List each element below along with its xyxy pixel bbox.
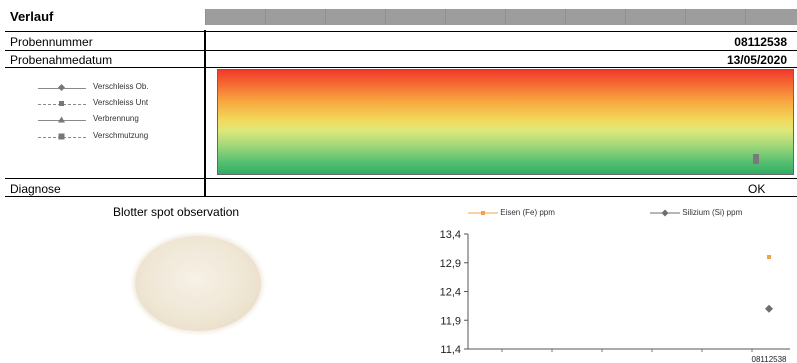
- legend-label: Verbrennung: [93, 114, 139, 123]
- square-marker-icon: [58, 133, 65, 140]
- fe-data-point: [767, 255, 771, 259]
- legend-verbrennung: Verbrennung: [38, 114, 208, 126]
- blotter-title: Blotter spot observation: [113, 205, 240, 219]
- column-divider: [204, 30, 206, 196]
- probenahmedatum-value: 13/05/2020: [726, 53, 787, 67]
- legend-label: Verschleiss Ob.: [93, 82, 149, 91]
- condition-gauge: [217, 69, 794, 175]
- legend-label: Verschleiss Unt: [93, 98, 149, 107]
- blotter-spot-image: [135, 236, 261, 331]
- y-tick-label: 11,9: [440, 315, 461, 327]
- probennummer-label: Probennummer: [10, 35, 93, 49]
- row-divider: [5, 50, 797, 51]
- square-marker-icon: [59, 101, 64, 106]
- verlauf-title: Verlauf: [10, 9, 54, 24]
- legend-verschleiss-unt: Verschleiss Unt: [38, 98, 208, 110]
- y-tick-label: 12,4: [440, 287, 461, 299]
- legend-label-si: Silizium (Si) ppm: [682, 208, 743, 217]
- probenahmedatum-label: Probenahmedatum: [10, 53, 113, 67]
- y-tick-label: 11,4: [440, 344, 461, 356]
- row-divider: [5, 196, 797, 197]
- si-marker-icon: [650, 209, 680, 217]
- y-tick-label: 13,4: [440, 229, 461, 241]
- probennummer-value: 08112538: [734, 35, 787, 49]
- y-tick-label: 12,9: [440, 258, 461, 270]
- legend-fe: Eisen (Fe) ppm: [468, 208, 555, 217]
- legend-label: Verschmutzung: [93, 131, 149, 140]
- legend-si: Silizium (Si) ppm: [650, 208, 742, 217]
- row-divider: [5, 31, 797, 32]
- diagnose-value: OK: [748, 182, 766, 196]
- legend-verschmutzung: Verschmutzung: [38, 131, 208, 143]
- diamond-marker-icon: [58, 84, 65, 91]
- triangle-marker-icon: [58, 116, 65, 123]
- header-bar: [205, 9, 797, 25]
- ppm-chart: 13,4 12,9 12,4 11,9 11,4 08112538: [440, 229, 790, 363]
- row-divider: [5, 67, 797, 68]
- si-data-point: [765, 304, 773, 313]
- diagnose-label: Diagnose: [10, 182, 61, 196]
- x-tick-label: 08112538: [752, 355, 788, 363]
- row-divider: [5, 178, 797, 179]
- gauge-marker: [753, 154, 759, 164]
- legend-label-fe: Eisen (Fe) ppm: [500, 208, 555, 217]
- legend-verschleiss-ob: Verschleiss Ob.: [38, 82, 208, 94]
- fe-marker-icon: [468, 210, 498, 215]
